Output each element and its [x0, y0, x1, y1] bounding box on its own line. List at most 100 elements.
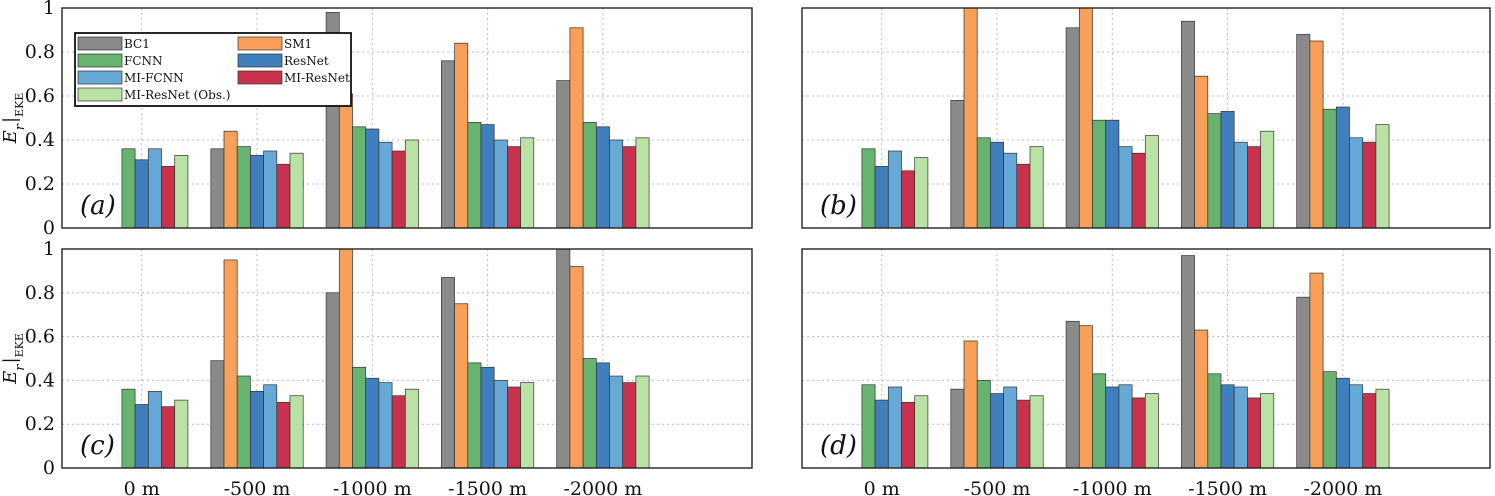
bar-mi-resnet-obs-4 [1375, 124, 1390, 229]
legend-swatch-fcnn [77, 53, 123, 68]
axes-frame [801, 248, 1491, 469]
bar-bc1-4 [556, 248, 571, 469]
legend-label-resnet: ResNet [284, 54, 329, 68]
bar-mi-resnet-2 [1131, 152, 1146, 229]
bar-fcnn-4 [1322, 371, 1337, 469]
bar-bc1-1 [210, 148, 225, 229]
bar-resnet-0 [134, 404, 149, 469]
bar-fcnn-0 [861, 148, 876, 229]
legend-label-mi-resnet-obs: MI-ResNet (Obs.) [124, 88, 230, 102]
legend-label-mi-resnet: MI-ResNet [284, 71, 350, 85]
bar-fcnn-1 [236, 375, 251, 469]
bar-resnet-1 [250, 155, 264, 229]
bar-mi-fcnn-3 [493, 139, 508, 229]
bar-mi-resnet-4 [622, 382, 637, 469]
bar-mi-resnet-obs-3 [1260, 393, 1275, 469]
bar-mi-resnet-obs-1 [1029, 395, 1044, 469]
panel-b: (b) [801, 7, 1491, 229]
bar-mi-fcnn-4 [1349, 384, 1364, 469]
bar-resnet-1 [250, 391, 264, 469]
bar-fcnn-3 [467, 122, 482, 229]
bar-mi-resnet-1 [276, 163, 291, 229]
bar-fcnn-0 [121, 388, 136, 469]
bar-resnet-3 [480, 366, 495, 469]
panel-label: (c) [80, 431, 115, 461]
bar-mi-fcnn-2 [378, 141, 393, 229]
bar-fcnn-0 [861, 384, 876, 469]
bar-sm1-1 [223, 259, 238, 469]
bar-mi-fcnn-0 [147, 391, 162, 469]
bar-mi-resnet-obs-1 [1029, 146, 1044, 229]
x-tick-label: -2000 m [563, 478, 642, 496]
bar-mi-fcnn-1 [263, 150, 278, 229]
x-tick-label: -1500 m [448, 478, 527, 496]
bar-mi-fcnn-3 [1233, 141, 1248, 229]
bar-bc1-3 [441, 277, 455, 469]
legend-swatch-mi-resnet-obs [77, 87, 123, 102]
bar-fcnn-3 [1207, 113, 1222, 229]
y-tick-label: 0.6 [25, 85, 55, 107]
bar-sm1-4 [569, 27, 584, 229]
bar-mi-fcnn-4 [609, 139, 624, 229]
bar-mi-fcnn-2 [1118, 384, 1133, 469]
bar-bc1-2 [1065, 320, 1080, 469]
bar-mi-fcnn-0 [887, 386, 902, 469]
bar-bc1-3 [1181, 20, 1195, 229]
bar-mi-resnet-4 [622, 146, 637, 229]
bar-sm1-3 [1194, 75, 1209, 229]
bar-sm1-1 [223, 130, 238, 229]
bar-resnet-1 [990, 393, 1004, 469]
bar-mi-resnet-3 [507, 386, 521, 469]
y-tick-label: 0.8 [25, 282, 55, 304]
bar-resnet-2 [365, 128, 380, 229]
y-tick-label: 0.2 [25, 173, 55, 195]
bar-bc1-1 [210, 360, 225, 469]
bar-sm1-2 [1078, 325, 1093, 469]
x-tick-label: -2000 m [1303, 478, 1382, 496]
bar-mi-fcnn-4 [609, 375, 624, 469]
y-tick-label: 0.4 [25, 369, 55, 391]
bar-mi-resnet-0 [901, 401, 916, 469]
legend-label-fcnn: FCNN [124, 54, 163, 68]
bar-sm1-1 [963, 340, 978, 469]
bar-mi-resnet-0 [161, 166, 176, 229]
bar-fcnn-2 [352, 366, 367, 469]
panel-label: (d) [820, 431, 857, 461]
legend-label-bc1: BC1 [124, 37, 150, 51]
bar-resnet-3 [480, 124, 495, 229]
bar-resnet-4 [595, 126, 610, 229]
bar-mi-resnet-3 [1247, 146, 1261, 229]
legend-swatch-mi-fcnn [77, 70, 123, 85]
bar-mi-fcnn-2 [1118, 146, 1133, 229]
bar-mi-resnet-0 [901, 170, 916, 229]
bar-bc1-2 [325, 292, 340, 469]
bar-mi-resnet-obs-2 [1144, 135, 1159, 229]
bar-mi-fcnn-4 [1349, 137, 1364, 229]
x-tick-label: 0 m [124, 478, 160, 496]
bar-sm1-2 [1078, 7, 1093, 229]
bar-resnet-2 [1105, 119, 1120, 229]
x-tick-label: -1000 m [333, 478, 412, 496]
bar-mi-fcnn-1 [1003, 152, 1018, 229]
bar-sm1-4 [1309, 40, 1324, 229]
legend: BC1 SM1 FCNN ResNet MI-FCNN MI-ResNet MI-ResNe… [74, 32, 352, 107]
legend-swatch-sm1 [237, 36, 283, 51]
bar-sm1-1 [963, 7, 978, 229]
bar-mi-resnet-2 [1131, 397, 1146, 469]
bar-sm1-3 [454, 42, 469, 229]
bar-resnet-0 [134, 159, 149, 229]
bar-mi-fcnn-0 [887, 150, 902, 229]
bar-mi-fcnn-1 [1003, 386, 1018, 469]
y-tick-label: 1 [43, 0, 55, 19]
bar-resnet-4 [595, 362, 610, 469]
x-tick-label: -500 m [224, 478, 291, 496]
bar-fcnn-2 [1092, 119, 1107, 229]
bar-fcnn-4 [582, 122, 597, 229]
bar-mi-resnet-obs-2 [404, 139, 419, 229]
bar-bc1-2 [1065, 27, 1080, 229]
bar-bc1-3 [441, 60, 455, 229]
y-tick-label: 0.2 [25, 413, 55, 435]
bar-fcnn-2 [1092, 373, 1107, 469]
y-tick-label: 0.8 [25, 41, 55, 63]
